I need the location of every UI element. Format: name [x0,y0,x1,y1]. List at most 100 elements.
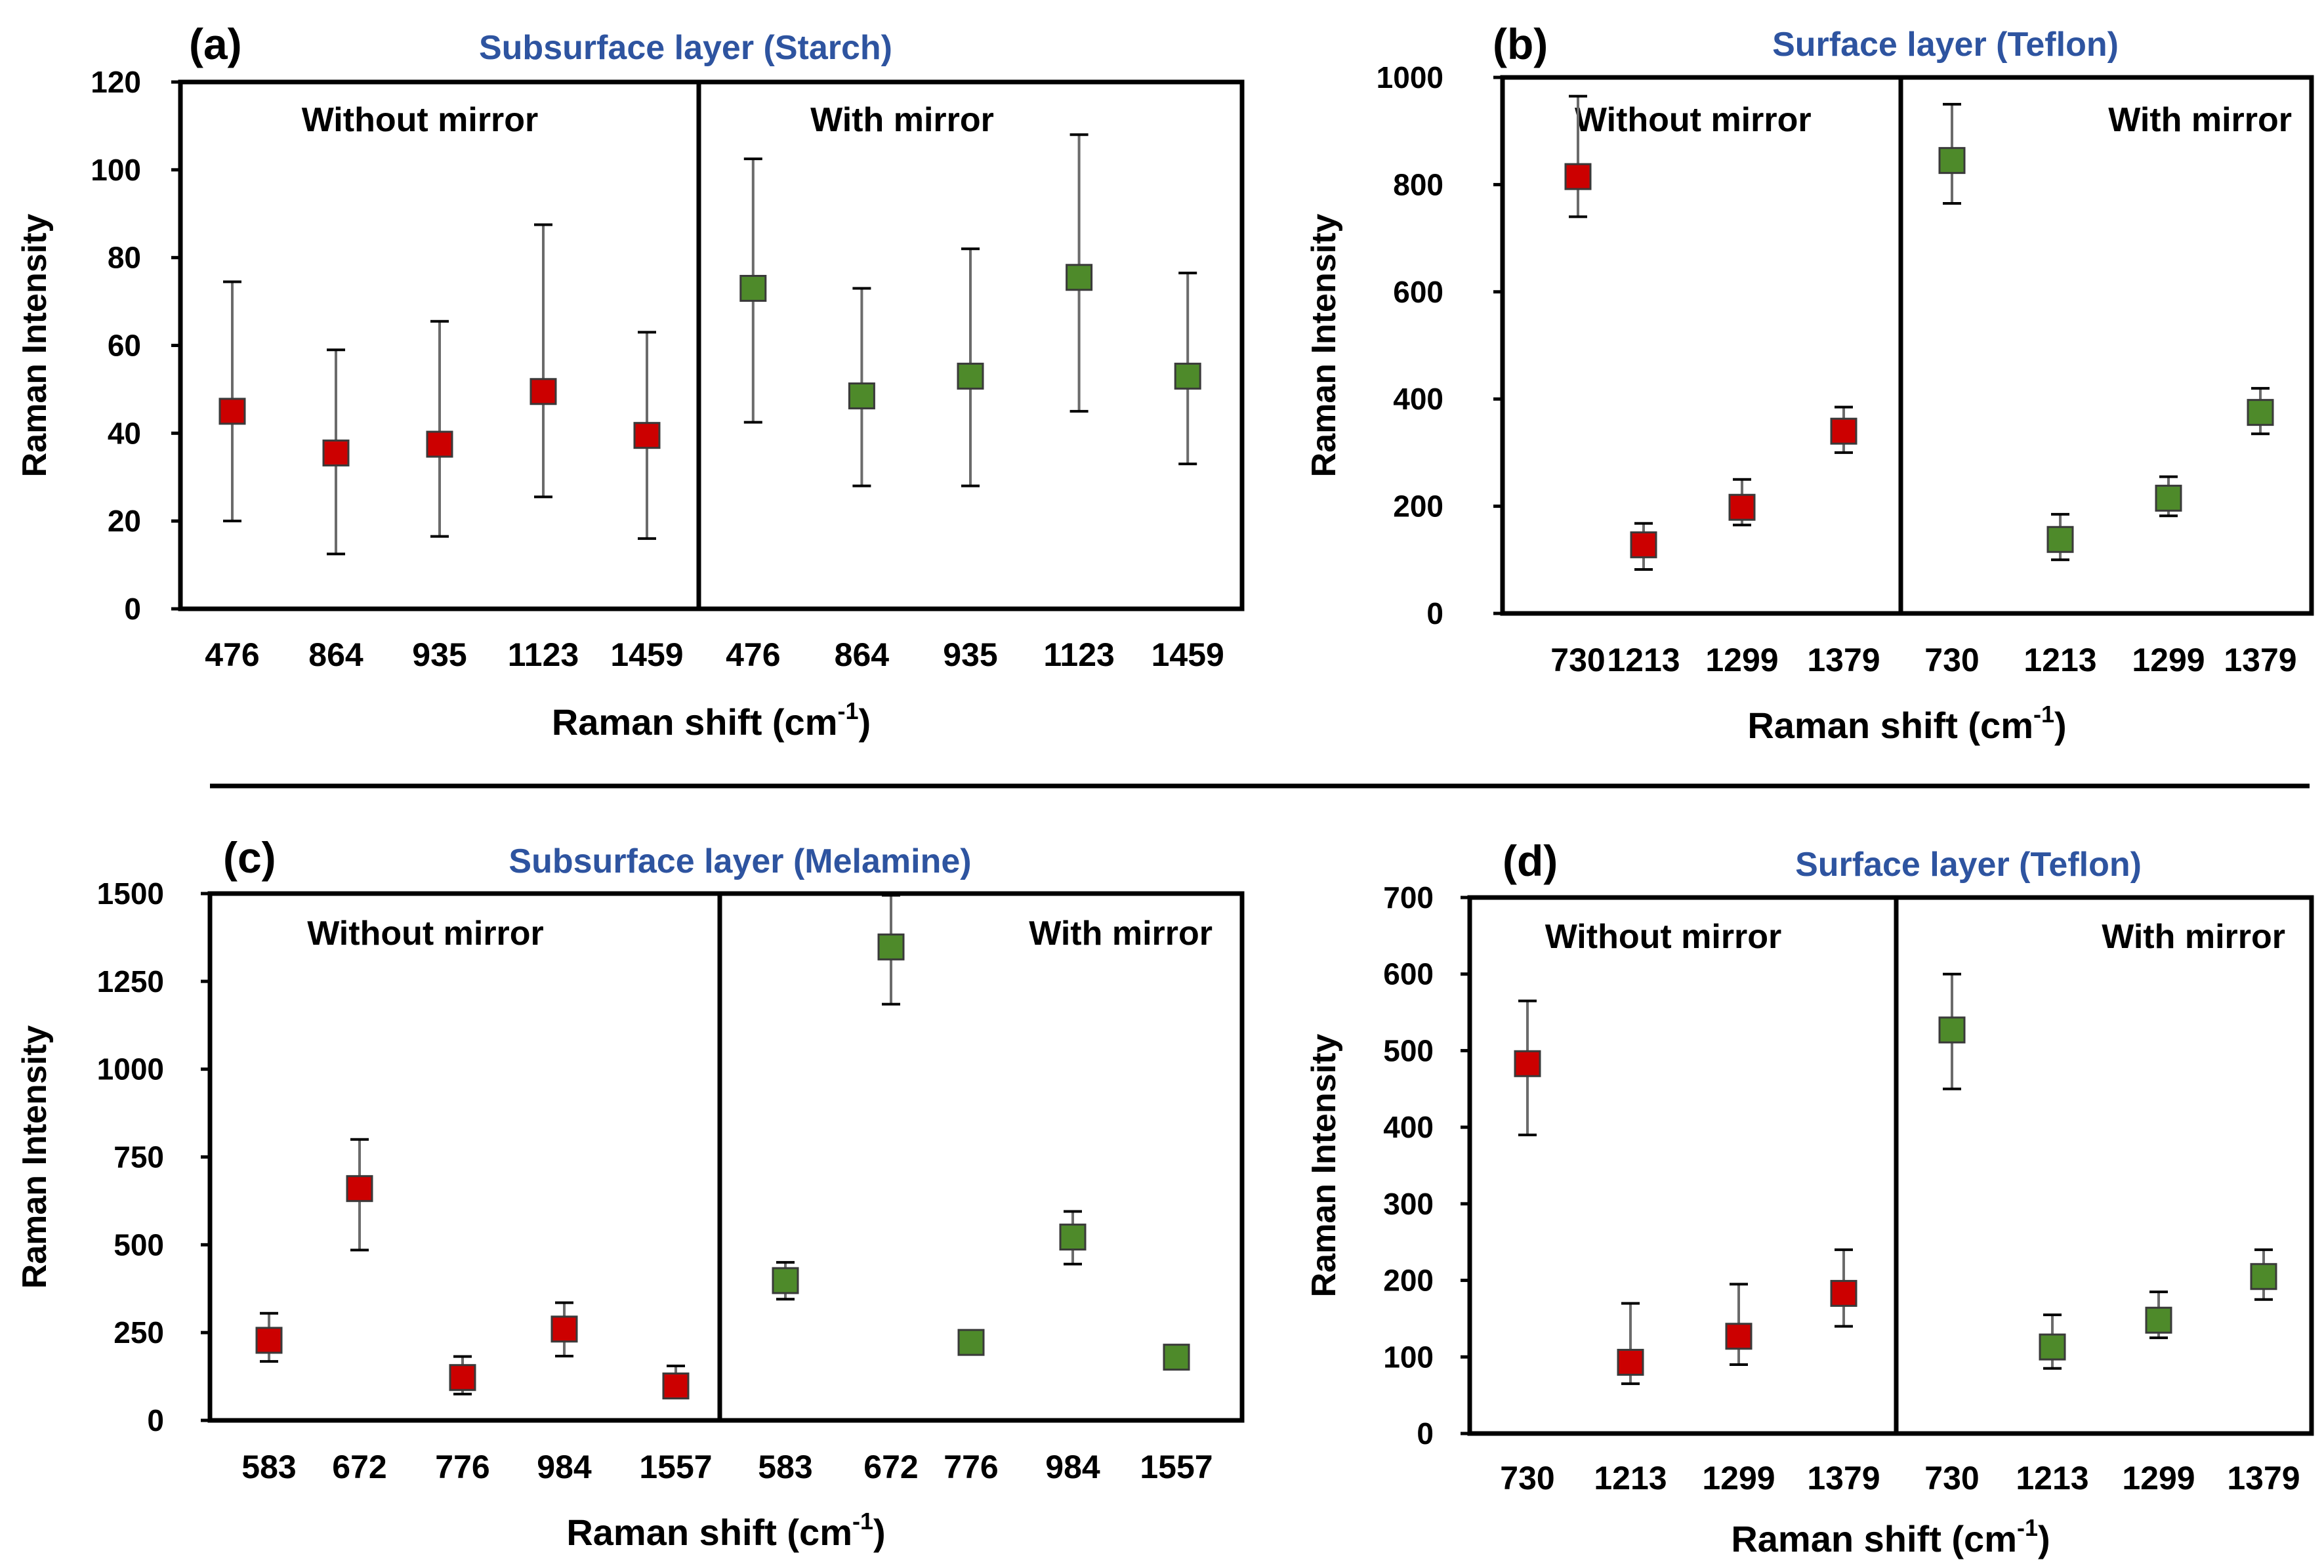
data-point [1630,531,1657,558]
data-point [1725,1323,1753,1350]
data-point [550,1315,578,1343]
group-label: With mirror [1029,915,1213,953]
x-tick-label: 476 [205,636,259,673]
chart-title: Surface layer (Teflon) [1795,846,2142,884]
y-tick-label: 0 [1417,1416,1434,1451]
y-axis-label: Raman Intensity [16,1025,54,1289]
y-tick-label: 120 [91,65,141,99]
y-tick-label: 300 [1383,1187,1434,1221]
y-tick-label: 200 [1383,1264,1434,1298]
plot-frame [178,79,1245,611]
panel-label: (b) [1493,20,1548,68]
plot-frame [207,891,1245,1423]
data-point [2145,1306,2172,1334]
y-axis-label: Raman Intensity [1305,1034,1343,1298]
data-point [662,1372,690,1400]
y-tick-label: 200 [1393,489,1443,524]
x-axis-label: Raman shift (cm-1) [552,697,871,743]
y-tick-label: 60 [108,329,141,363]
data-point [772,1267,799,1294]
y-tick-label: 700 [1383,880,1434,915]
data-point [1938,147,1966,175]
x-tick-label: 730 [1500,1460,1554,1496]
y-tick-label: 750 [114,1140,164,1174]
x-tick-label: 730 [1924,642,1979,678]
data-point [1163,1344,1190,1371]
y-tick-label: 600 [1393,275,1443,309]
x-axis-label: Raman shift (cm-1) [1747,701,2066,746]
y-tick-label: 100 [1383,1340,1434,1374]
x-tick-label: 1379 [2224,642,2296,678]
y-tick-label: 500 [1383,1033,1434,1067]
data-point [1564,163,1592,190]
panel-label: (c) [223,833,276,882]
y-tick-label: 250 [114,1315,164,1350]
x-tick-label: 1213 [1594,1460,1667,1496]
data-point [633,422,661,449]
x-tick-label: 1299 [1702,1460,1775,1496]
x-tick-label: 1123 [1043,636,1114,673]
data-point [426,430,453,458]
y-tick-label: 1000 [1377,60,1443,94]
x-tick-label: 776 [435,1449,489,1485]
x-tick-label: 672 [332,1449,386,1485]
y-tick-label: 100 [91,153,141,187]
y-axis-label: Raman Intensity [1305,214,1343,478]
y-tick-label: 500 [114,1228,164,1262]
plot-frame [1500,75,2314,616]
data-point [322,439,350,466]
x-tick-label: 1123 [508,636,579,673]
x-tick-label: 1213 [2016,1460,2088,1496]
data-point [957,1329,985,1356]
x-tick-label: 583 [758,1449,812,1485]
y-tick-label: 400 [1393,382,1443,416]
data-point [529,378,557,405]
x-tick-label: 1299 [2122,1460,2195,1496]
data-point [1514,1050,1541,1077]
x-tick-label: 864 [308,636,363,673]
plot-frame [1467,895,2314,1436]
x-tick-label: 864 [835,636,890,673]
y-tick-label: 80 [108,241,141,275]
group-label: With mirror [810,101,994,139]
data-point [1174,362,1201,390]
data-point [1938,1016,1966,1044]
x-tick-label: 1299 [1705,642,1778,678]
data-point [957,362,984,390]
x-tick-label: 984 [1045,1449,1100,1485]
x-tick-label: 672 [863,1449,918,1485]
data-point [1830,1279,1857,1307]
chart-panel-2: 0 200 400 600 800 1000 Raman Intensity (b) Surfa… [1305,20,2314,746]
x-tick-label: 1379 [2227,1460,2300,1496]
panel-label: (d) [1503,836,1558,885]
chart-panel-4: 0 100 200 300 400 500 600 700 Raman Intensity (d)… [1305,836,2314,1559]
x-tick-label: 1557 [1140,1449,1213,1485]
data-point [346,1175,373,1203]
data-point [2155,484,2182,512]
y-tick-label: 1250 [97,964,164,999]
data-point [449,1364,476,1392]
data-point [2247,399,2274,426]
data-point [848,382,875,409]
x-tick-label: 730 [1924,1460,1979,1496]
y-tick-label: 400 [1383,1110,1434,1144]
panel-label: (a) [189,20,242,68]
x-axis-label: Raman shift (cm-1) [566,1508,885,1553]
x-tick-label: 1299 [2132,642,2205,678]
group-label: With mirror [2108,101,2292,139]
chart-panel-3: 0 250 500 750 1000 1250 1500 Raman Intensity (c)… [16,833,1245,1553]
data-point [2039,1333,2066,1361]
chart-title: Surface layer (Teflon) [1772,26,2119,64]
x-tick-label: 476 [726,636,780,673]
data-point [1066,264,1093,291]
data-point [255,1327,283,1354]
chart-panel-1: 0 20 40 60 80 100 120 Raman Intensity (a) Subsurf… [16,20,1245,743]
x-tick-label: 1379 [1807,1460,1880,1496]
x-tick-label: 730 [1550,642,1605,678]
chart-title: Subsurface layer (Melamine) [508,842,971,880]
y-tick-label: 40 [108,416,141,450]
data-point [1617,1348,1644,1376]
group-label: Without mirror [302,101,539,139]
x-tick-label: 1213 [1607,642,1680,678]
y-tick-label: 0 [147,1403,164,1437]
